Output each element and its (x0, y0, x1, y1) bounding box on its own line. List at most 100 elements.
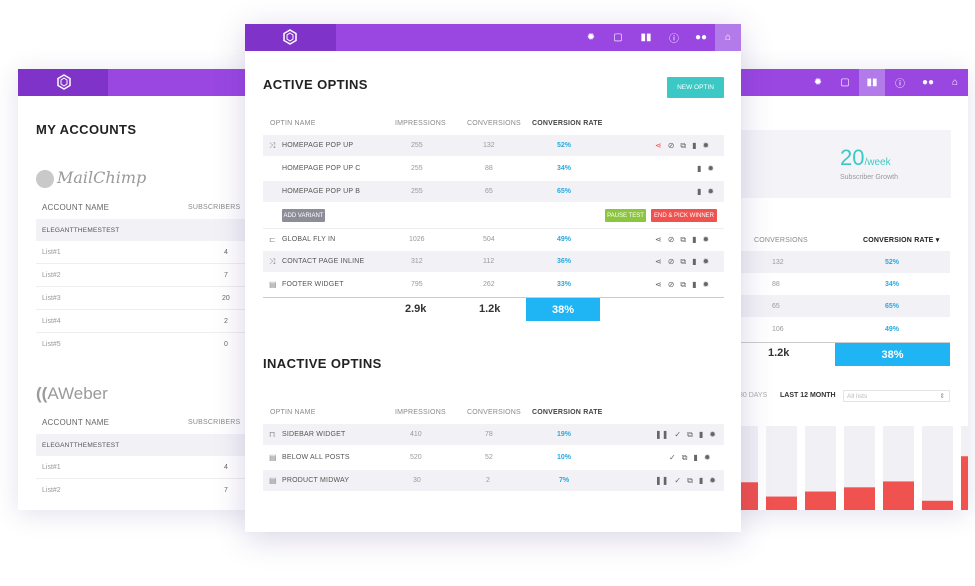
list-row[interactable]: List#2 7 (36, 264, 250, 287)
optin-row[interactable]: ⊏ GLOBAL FLY IN 1026 504 49% ⋖ ⊘ ⧉ ▮ ✹ (263, 228, 724, 250)
inactive-optin-row[interactable]: ⊓ SIDEBAR WIDGET 410 78 19% ❚❚ ✓ ⧉ ▮ ✹ (263, 424, 724, 445)
gear-icon[interactable]: ✹ (586, 32, 596, 43)
list-row[interactable]: List#5 0 (42, 340, 228, 348)
row-actions: ⋖ ⊘ ⧉ ▮ ✹ (655, 274, 709, 295)
add-variant-button[interactable]: ADD VARIANT (282, 209, 325, 222)
optin-row[interactable]: HOMEPAGE POP UP B 255 65 65% ▮ ✹ (263, 181, 724, 202)
settings-icon[interactable]: ✹ (702, 257, 710, 266)
stats-icon[interactable]: ▮▮ (859, 69, 885, 96)
app-logo[interactable] (18, 69, 108, 96)
duplicate-icon[interactable]: ⧉ (680, 140, 687, 150)
disable-icon[interactable]: ⊘ (667, 235, 675, 244)
gear-icon[interactable]: ✹ (813, 77, 823, 88)
trash-icon[interactable]: ▮ (692, 141, 697, 150)
list-row[interactable]: List#1 4 (36, 241, 250, 264)
home-icon[interactable]: ⌂ (951, 77, 959, 88)
settings-icon[interactable]: ✹ (709, 476, 716, 485)
col-conversion-rate-sort[interactable]: CONVERSION RATE ▾ (863, 237, 940, 244)
trash-icon[interactable]: ▮ (692, 257, 697, 266)
duplicate-icon[interactable]: ⧉ (680, 256, 687, 266)
flyin-icon: ⊏ (269, 235, 276, 244)
share-icon[interactable]: ⋖ (655, 257, 662, 266)
growth-value: 20/week (840, 145, 891, 170)
end-pick-winner-button[interactable]: END & PICK WINNER (651, 209, 717, 222)
trash-icon[interactable]: ▮ (698, 476, 704, 485)
share-icon[interactable]: ⋖ (655, 235, 662, 244)
trash-icon[interactable]: ▮ (693, 453, 698, 462)
stats-total-rate: 38% (881, 348, 904, 361)
trash-icon[interactable]: ▮ (692, 235, 697, 244)
info-icon[interactable]: ⓘ (895, 79, 905, 90)
optin-row[interactable]: ⤨ HOMEPAGE POP UP 255 132 52% ⋖ ⊘ ⧉ ▮ ✹ (263, 135, 724, 156)
list-row[interactable]: List#3 20 (36, 287, 250, 310)
total-rate-cell: 38% (526, 298, 600, 321)
duplicate-icon[interactable]: ⧉ (680, 234, 687, 244)
optin-row[interactable]: HOMEPAGE POP UP C 255 88 34% ▮ ✹ (263, 158, 724, 179)
trash-icon[interactable]: ▮ (692, 280, 697, 289)
settings-icon[interactable]: ✹ (707, 187, 715, 196)
list-row[interactable]: List#4 2 (36, 310, 250, 333)
col-impressions: IMPRESSIONS (395, 120, 446, 127)
aweber-logo: ((AWeber (36, 384, 108, 403)
col-subscribers: SUBSCRIBERS (188, 204, 241, 211)
account-row[interactable]: ELEGANTTHEMESTEST (36, 219, 250, 241)
pause-icon[interactable]: ❚❚ (655, 430, 669, 439)
duplicate-icon[interactable]: ⧉ (687, 475, 693, 485)
chart-bar[interactable] (883, 481, 914, 510)
users-icon[interactable]: ●● (694, 32, 708, 43)
share-icon[interactable]: ⋖ (655, 280, 662, 289)
inactive-optin-row[interactable]: ▤ BELOW ALL POSTS 520 52 10% ✓ ⧉ ▮ ✹ (263, 447, 724, 468)
growth-label: Subscriber Growth (840, 174, 898, 181)
trash-icon[interactable]: ▮ (697, 187, 702, 196)
disable-icon[interactable]: ⊘ (667, 280, 675, 289)
settings-icon[interactable]: ✹ (702, 235, 710, 244)
trash-icon[interactable]: ▮ (698, 430, 704, 439)
optin-row[interactable]: ⤨ CONTACT PAGE INLINE 312 112 36% ⋖ ⊘ ⧉ … (263, 251, 724, 272)
info-icon[interactable]: ⓘ (669, 34, 679, 45)
activate-check-icon[interactable]: ✓ (674, 476, 682, 485)
range-30-days[interactable]: 30 DAYS (739, 392, 768, 399)
settings-icon[interactable]: ✹ (702, 141, 710, 150)
hexagon-logo-icon (57, 74, 71, 90)
range-12-month[interactable]: LAST 12 MONTH (780, 392, 836, 399)
stats-icon[interactable]: ▮▮ (640, 32, 652, 43)
chart-bar[interactable] (766, 496, 797, 510)
list-row[interactable]: List#2 7 (42, 486, 228, 494)
settings-icon[interactable]: ✹ (703, 453, 711, 462)
chart-bar[interactable] (961, 456, 968, 510)
chart-bar[interactable] (844, 487, 875, 510)
pause-icon[interactable]: ❚❚ (655, 476, 669, 485)
share-icon[interactable]: ⋖ (655, 141, 662, 150)
new-optin-button[interactable]: NEW OPTIN (667, 77, 724, 98)
lock-icon[interactable]: ▢ (840, 77, 850, 88)
users-icon[interactable]: ●● (921, 77, 935, 88)
home-icon[interactable]: ⌂ (715, 24, 741, 51)
list-row[interactable]: List#1 4 (36, 456, 250, 479)
chart-bar[interactable] (922, 500, 953, 510)
duplicate-icon[interactable]: ⧉ (681, 452, 688, 462)
app-logo[interactable] (245, 24, 336, 51)
optin-row[interactable]: ▤ FOOTER WIDGET 795 262 33% ⋖ ⊘ ⧉ ▮ ✹ (263, 274, 724, 295)
col-impressions: IMPRESSIONS (395, 409, 446, 416)
inactive-optin-row[interactable]: ▤ PRODUCT MIDWAY 30 2 7% ❚❚ ✓ ⧉ ▮ ✹ (263, 470, 724, 491)
hexagon-logo-icon (283, 29, 297, 45)
disable-icon[interactable]: ⊘ (667, 141, 675, 150)
duplicate-icon[interactable]: ⧉ (687, 429, 693, 439)
account-row[interactable]: ELEGANTTHEMESTEST (36, 434, 250, 456)
activate-check-icon[interactable]: ✓ (674, 430, 682, 439)
settings-icon[interactable]: ✹ (707, 164, 715, 173)
list-select[interactable]: All lists ⇕ (843, 390, 950, 402)
activate-check-icon[interactable]: ✓ (669, 453, 676, 462)
chart-bar[interactable] (805, 491, 836, 510)
accounts-title: MY ACCOUNTS (36, 122, 137, 137)
split-test-icon: ⤨ (269, 256, 276, 266)
trash-icon[interactable]: ▮ (697, 164, 702, 173)
col-conversions: CONVERSIONS (467, 120, 521, 127)
lock-icon[interactable]: ▢ (613, 32, 623, 43)
col-subscribers: SUBSCRIBERS (188, 419, 241, 426)
pause-test-button[interactable]: PAUSE TEST (605, 209, 646, 222)
settings-icon[interactable]: ✹ (709, 430, 716, 439)
duplicate-icon[interactable]: ⧉ (680, 279, 687, 289)
settings-icon[interactable]: ✹ (702, 280, 710, 289)
disable-icon[interactable]: ⊘ (667, 257, 675, 266)
